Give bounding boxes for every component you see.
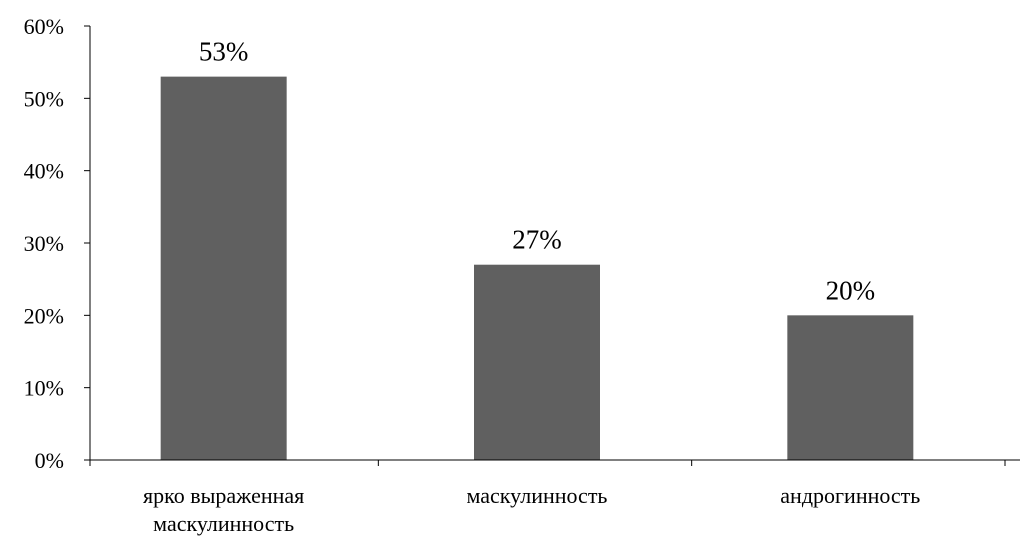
y-axis-ticks: 0% 10% 20% 30% 40% 50% 60% bbox=[24, 14, 90, 473]
data-label: 27% bbox=[512, 225, 562, 255]
x-axis-ticks bbox=[89, 460, 1006, 466]
y-tick-label: 60% bbox=[24, 14, 64, 39]
bar bbox=[474, 264, 600, 460]
bar bbox=[787, 315, 914, 460]
y-tick-label: 30% bbox=[24, 231, 64, 256]
category-label: ярко выраженная bbox=[143, 483, 304, 508]
y-tick-label: 10% bbox=[24, 376, 64, 401]
category-label: маскулинность bbox=[153, 511, 294, 536]
data-labels: 53% 27% 20% bbox=[199, 37, 875, 306]
data-label: 20% bbox=[826, 275, 876, 305]
y-tick-label: 0% bbox=[35, 448, 64, 473]
y-tick-label: 40% bbox=[24, 159, 64, 184]
category-label: маскулинность bbox=[467, 483, 608, 508]
category-labels: ярко выраженная маскулинность маскулинност… bbox=[143, 483, 920, 536]
data-label: 53% bbox=[199, 37, 249, 67]
bar bbox=[160, 76, 287, 460]
category-label: андрогинность bbox=[780, 483, 920, 508]
y-tick-label: 20% bbox=[24, 303, 64, 328]
y-tick-label: 50% bbox=[24, 86, 64, 111]
bars bbox=[160, 76, 914, 460]
